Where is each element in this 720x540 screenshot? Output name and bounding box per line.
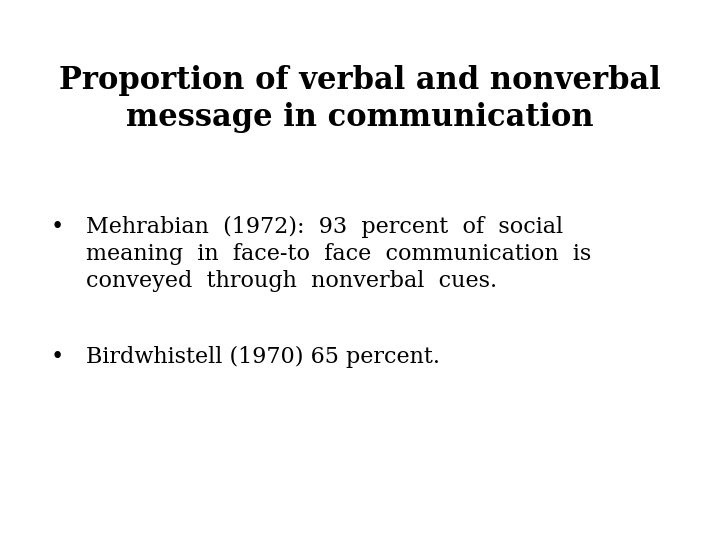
Text: •: •	[50, 216, 63, 238]
Text: Mehrabian  (1972):  93  percent  of  social
meaning  in  face-to  face  communic: Mehrabian (1972): 93 percent of social m…	[86, 216, 592, 292]
Text: Proportion of verbal and nonverbal
message in communication: Proportion of verbal and nonverbal messa…	[59, 65, 661, 133]
Text: •: •	[50, 346, 63, 368]
Text: Birdwhistell (1970) 65 percent.: Birdwhistell (1970) 65 percent.	[86, 346, 441, 368]
